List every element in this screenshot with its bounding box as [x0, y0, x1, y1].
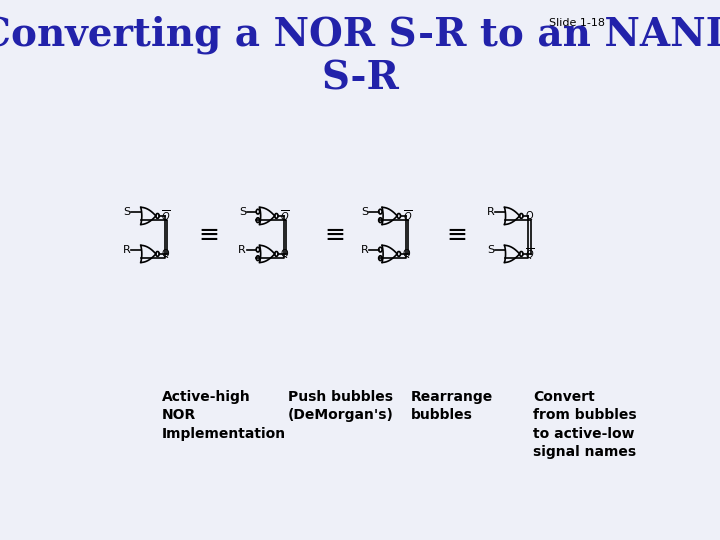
- Text: Q: Q: [402, 249, 410, 259]
- Text: $\overline{Q}$: $\overline{Q}$: [161, 208, 171, 224]
- Text: Converting a NOR S-R to an NAND
S-R: Converting a NOR S-R to an NAND S-R: [0, 15, 720, 98]
- Text: R: R: [238, 245, 246, 255]
- Text: $\overline{Q}$: $\overline{Q}$: [402, 208, 413, 224]
- Text: $\overline{Q}$: $\overline{Q}$: [525, 246, 535, 262]
- Text: Q: Q: [525, 211, 533, 221]
- Text: Rearrange
bubbles: Rearrange bubbles: [410, 390, 492, 422]
- Text: S: S: [239, 207, 246, 217]
- Text: ≡: ≡: [446, 223, 468, 247]
- Text: R: R: [487, 207, 494, 217]
- Text: Q: Q: [280, 249, 288, 259]
- Text: Q: Q: [161, 249, 169, 259]
- Text: R: R: [122, 245, 130, 255]
- Text: ≡: ≡: [324, 223, 346, 247]
- Text: Convert
from bubbles
to active-low
signal names: Convert from bubbles to active-low signa…: [533, 390, 636, 459]
- Text: ≡: ≡: [198, 223, 219, 247]
- Text: Active-high
NOR
Implementation: Active-high NOR Implementation: [162, 390, 286, 441]
- Text: S: S: [123, 207, 130, 217]
- Text: Slide 1-18: Slide 1-18: [549, 18, 605, 28]
- Text: S: S: [487, 245, 494, 255]
- Text: Push bubbles
(DeMorgan's): Push bubbles (DeMorgan's): [288, 390, 394, 422]
- Text: R: R: [361, 245, 369, 255]
- Text: S: S: [361, 207, 369, 217]
- Text: $\overline{Q}$: $\overline{Q}$: [280, 208, 290, 224]
